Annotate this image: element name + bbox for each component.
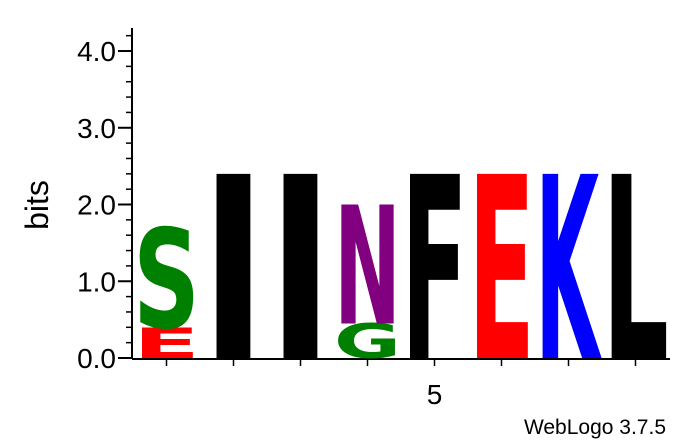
y-tick-label: 2.0 [77, 190, 116, 221]
logo-letter-i: I [200, 123, 267, 418]
logo-letter-i: I [267, 123, 334, 418]
logo-letter-g: G [334, 314, 401, 369]
weblogo-credit: WebLogo 3.7.5 [523, 416, 666, 439]
y-axis-label: bits [19, 180, 55, 230]
y-tick-label: 3.0 [77, 113, 116, 144]
logo-letter-k: K [535, 125, 602, 418]
x-tick-label: 5 [427, 379, 443, 410]
logo-letter-l: L [602, 123, 669, 418]
logo-letter-e: E [468, 125, 535, 419]
logo-letter-s: S [133, 200, 200, 360]
y-tick-label: 4.0 [77, 36, 116, 67]
chart-axes: 0.0 1.0 2.0 3.0 4.0 bits 5 [19, 28, 670, 410]
y-tick-label: 1.0 [77, 266, 116, 297]
logo-letter-e: E [133, 319, 200, 368]
logo-letters: ES I I GN F E K L [133, 123, 669, 419]
logo-letter-n: N [334, 174, 401, 363]
logo-letter-f: F [401, 125, 468, 419]
y-tick-label: 0.0 [77, 343, 116, 374]
